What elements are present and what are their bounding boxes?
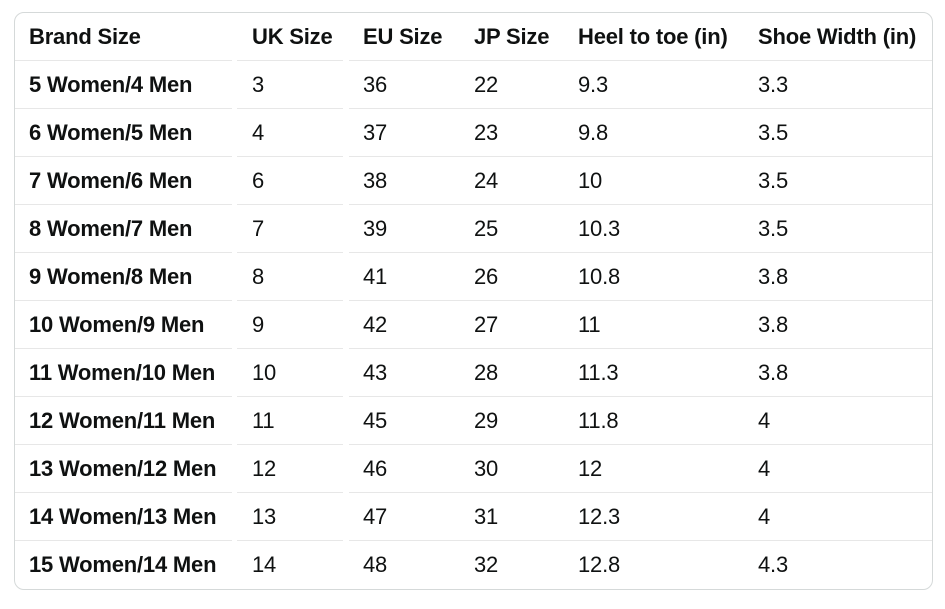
- col-header-shoe-width: Shoe Width (in): [740, 13, 932, 61]
- col-header-heel-to-toe: Heel to toe (in): [560, 13, 740, 61]
- cell-jp-size: 30: [456, 445, 560, 493]
- table-row: 13 Women/12 Men 12 46 30 12 4: [15, 445, 932, 493]
- table-row: 12 Women/11 Men 11 45 29 11.8 4: [15, 397, 932, 445]
- cell-jp-size: 23: [456, 109, 560, 157]
- col-header-eu-size: EU Size: [345, 13, 456, 61]
- cell-eu-size: 46: [345, 445, 456, 493]
- cell-brand-size: 9 Women/8 Men: [15, 253, 234, 301]
- cell-uk-size: 10: [234, 349, 345, 397]
- col-header-jp-size: JP Size: [456, 13, 560, 61]
- cell-heel-to-toe-in: 11.8: [560, 397, 740, 445]
- cell-heel-to-toe-in: 12: [560, 445, 740, 493]
- cell-shoe-width-in: 3.8: [740, 301, 932, 349]
- cell-brand-size: 7 Women/6 Men: [15, 157, 234, 205]
- cell-brand-size: 11 Women/10 Men: [15, 349, 234, 397]
- cell-brand-size: 10 Women/9 Men: [15, 301, 234, 349]
- cell-heel-to-toe-in: 10: [560, 157, 740, 205]
- cell-shoe-width-in: 4: [740, 397, 932, 445]
- cell-shoe-width-in: 4: [740, 445, 932, 493]
- cell-uk-size: 13: [234, 493, 345, 541]
- col-header-brand-size: Brand Size: [15, 13, 234, 61]
- cell-brand-size: 8 Women/7 Men: [15, 205, 234, 253]
- table-row: 11 Women/10 Men 10 43 28 11.3 3.8: [15, 349, 932, 397]
- cell-heel-to-toe-in: 11.3: [560, 349, 740, 397]
- cell-heel-to-toe-in: 10.3: [560, 205, 740, 253]
- cell-uk-size: 14: [252, 552, 277, 577]
- table-row: 7 Women/6 Men 6 38 24 10 3.5: [15, 157, 932, 205]
- cell-jp-size: 32: [474, 552, 499, 577]
- cell-brand-size: 5 Women/4 Men: [15, 61, 234, 109]
- size-chart-table-container: Brand Size UK Size EU Size JP Size Heel …: [14, 12, 933, 590]
- cell-jp-size: 28: [456, 349, 560, 397]
- cell-heel-to-toe-in: 12.3: [560, 493, 740, 541]
- cell-jp-size: 24: [456, 157, 560, 205]
- cell-eu-size: 38: [345, 157, 456, 205]
- table-row: 15 Women/14 Men 14 48 32 12.8 4.3: [15, 541, 932, 589]
- cell-jp-size: 22: [456, 61, 560, 109]
- cell-eu-size: 48: [363, 552, 388, 577]
- cell-shoe-width-in: 3.5: [740, 205, 932, 253]
- cell-uk-size: 9: [234, 301, 345, 349]
- cell-heel-to-toe-in: 11: [560, 301, 740, 349]
- cell-heel-to-toe-in: 10.8: [560, 253, 740, 301]
- table-row: 14 Women/13 Men 13 47 31 12.3 4: [15, 493, 932, 541]
- cell-jp-size: 27: [456, 301, 560, 349]
- cell-shoe-width-in: 3.3: [740, 61, 932, 109]
- cell-uk-size: 7: [234, 205, 345, 253]
- cell-uk-size: 4: [234, 109, 345, 157]
- cell-shoe-width-in: 3.8: [740, 349, 932, 397]
- cell-heel-to-toe-in: 12.8: [578, 552, 621, 577]
- cell-eu-size: 37: [345, 109, 456, 157]
- cell-eu-size: 43: [345, 349, 456, 397]
- col-header-uk-size: UK Size: [234, 13, 345, 61]
- cell-shoe-width-in: 3.5: [740, 109, 932, 157]
- cell-jp-size: 29: [456, 397, 560, 445]
- size-chart-body: 5 Women/4 Men 3 36 22 9.3 3.3 6 Women/5 Men 4 37…: [15, 61, 932, 589]
- cell-heel-to-toe-in: 9.3: [560, 61, 740, 109]
- cell-brand-size: 6 Women/5 Men: [15, 109, 234, 157]
- cell-brand-size: 13 Women/12 Men: [15, 445, 234, 493]
- cell-heel-to-toe-in: 9.8: [560, 109, 740, 157]
- cell-shoe-width-in: 3.5: [740, 157, 932, 205]
- cell-eu-size: 36: [345, 61, 456, 109]
- table-row: 9 Women/8 Men 8 41 26 10.8 3.8: [15, 253, 932, 301]
- size-chart-table: Brand Size UK Size EU Size JP Size Heel …: [15, 13, 932, 589]
- cell-shoe-width-in: 4.3: [758, 552, 788, 577]
- cell-shoe-width-in: 4: [740, 493, 932, 541]
- header-row: Brand Size UK Size EU Size JP Size Heel …: [15, 13, 932, 61]
- table-row: 6 Women/5 Men 4 37 23 9.8 3.5: [15, 109, 932, 157]
- cell-uk-size: 8: [234, 253, 345, 301]
- cell-brand-size: 14 Women/13 Men: [15, 493, 234, 541]
- cell-uk-size: 3: [234, 61, 345, 109]
- table-row: 8 Women/7 Men 7 39 25 10.3 3.5: [15, 205, 932, 253]
- cell-eu-size: 41: [345, 253, 456, 301]
- cell-shoe-width-in: 3.8: [740, 253, 932, 301]
- cell-eu-size: 45: [345, 397, 456, 445]
- cell-eu-size: 47: [345, 493, 456, 541]
- cell-uk-size: 11: [234, 397, 345, 445]
- cell-jp-size: 25: [456, 205, 560, 253]
- cell-jp-size: 31: [456, 493, 560, 541]
- cell-eu-size: 39: [345, 205, 456, 253]
- table-row: 10 Women/9 Men 9 42 27 11 3.8: [15, 301, 932, 349]
- cell-uk-size: 12: [234, 445, 345, 493]
- cell-jp-size: 26: [456, 253, 560, 301]
- cell-eu-size: 42: [345, 301, 456, 349]
- cell-uk-size: 6: [234, 157, 345, 205]
- cell-brand-size: 15 Women/14 Men: [29, 552, 217, 577]
- cell-brand-size: 12 Women/11 Men: [15, 397, 234, 445]
- table-row: 5 Women/4 Men 3 36 22 9.3 3.3: [15, 61, 932, 109]
